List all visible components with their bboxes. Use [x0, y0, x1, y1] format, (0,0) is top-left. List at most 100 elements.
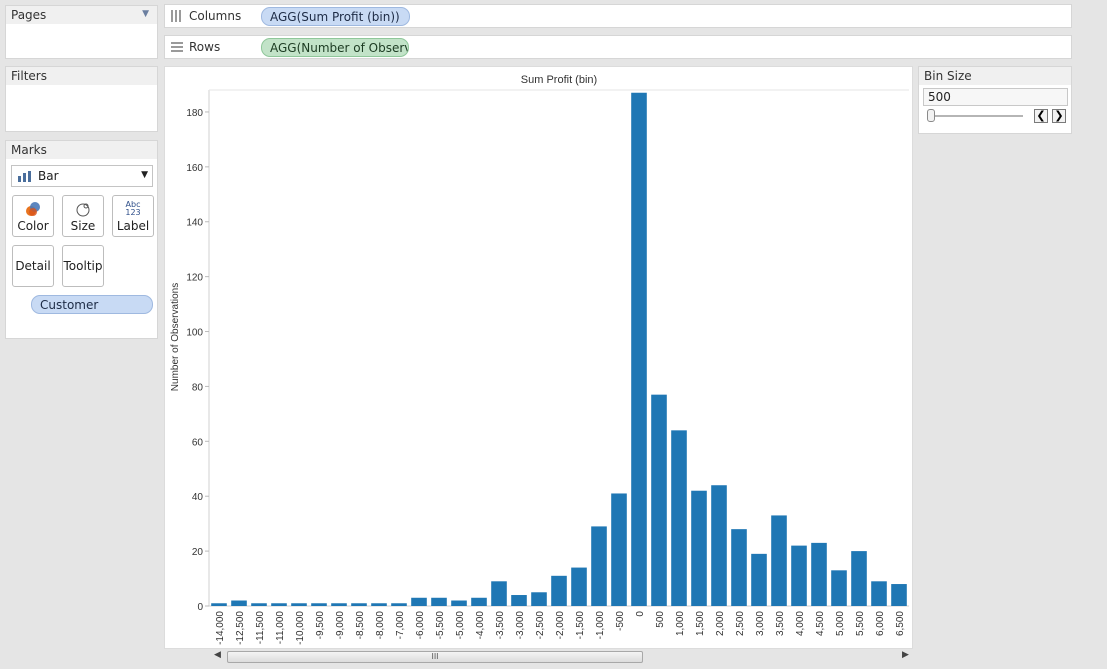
bar[interactable]: [731, 529, 747, 606]
bar[interactable]: [291, 603, 307, 606]
y-tick-label: 180: [186, 108, 203, 119]
bar[interactable]: [471, 597, 487, 606]
bar[interactable]: [271, 603, 287, 606]
label-button[interactable]: Abc 123 Label: [112, 195, 154, 237]
bar[interactable]: [451, 600, 467, 606]
bar[interactable]: [591, 526, 607, 606]
columns-shelf[interactable]: Columns AGG(Sum Profit (bin)): [164, 4, 1072, 28]
y-tick-label: 0: [197, 602, 203, 613]
bin-size-slider-thumb[interactable]: [927, 109, 935, 122]
bar[interactable]: [631, 92, 647, 606]
x-tick-label: -7,000: [395, 611, 406, 640]
bar[interactable]: [691, 490, 707, 606]
bar[interactable]: [431, 597, 447, 606]
label-label: Label: [116, 219, 150, 233]
columns-icon: [171, 10, 181, 22]
histogram-chart: Sum Profit (bin) Number of Observations …: [170, 74, 909, 645]
viz-area[interactable]: Sum Profit (bin) Number of Observations …: [164, 66, 913, 649]
bar[interactable]: [671, 430, 687, 606]
scrollbar-thumb[interactable]: III: [227, 651, 643, 663]
bin-size-input[interactable]: 500: [923, 88, 1068, 106]
horizontal-scrollbar[interactable]: ◀ III ▶: [210, 650, 910, 664]
bar[interactable]: [851, 551, 867, 606]
bar[interactable]: [351, 603, 367, 606]
bin-size-title: Bin Size: [924, 69, 972, 83]
bar[interactable]: [831, 570, 847, 606]
x-tick-label: 1,000: [675, 611, 686, 636]
bar[interactable]: [391, 603, 407, 606]
rows-icon: [171, 42, 183, 52]
pages-card: Pages ▼: [5, 5, 158, 59]
bar[interactable]: [531, 592, 547, 606]
color-icon: [25, 200, 41, 218]
customer-detail-pill[interactable]: Customer: [31, 295, 153, 314]
bar[interactable]: [711, 485, 727, 606]
scroll-left-icon[interactable]: ◀: [214, 650, 221, 660]
rows-pill[interactable]: AGG(Number of Observa..: [261, 38, 409, 57]
bar[interactable]: [211, 603, 227, 606]
bin-size-slider-track[interactable]: [931, 115, 1023, 117]
bar[interactable]: [571, 567, 587, 606]
bar[interactable]: [231, 600, 247, 606]
dropdown-arrow-icon: ▼: [141, 170, 148, 180]
y-ticks: 0 20 40 60 80 100 120 140 160 180: [186, 108, 209, 613]
y-tick-label: 40: [192, 492, 204, 503]
bar[interactable]: [771, 515, 787, 606]
x-tick-label: 5,000: [835, 611, 846, 636]
bar[interactable]: [651, 394, 667, 606]
y-axis-label: Number of Observations: [170, 283, 181, 391]
filters-card[interactable]: Filters: [5, 66, 158, 132]
bar[interactable]: [411, 597, 427, 606]
x-tick-label: 5,500: [855, 611, 866, 636]
columns-pill[interactable]: AGG(Sum Profit (bin)): [261, 7, 410, 26]
x-tick-label: 2,500: [735, 611, 746, 636]
bar[interactable]: [251, 603, 267, 606]
pages-title: Pages: [11, 8, 47, 22]
pages-header: Pages ▼: [6, 6, 157, 24]
bar[interactable]: [371, 603, 387, 606]
bar-chart-icon: [18, 170, 31, 182]
x-tick-label: -11,000: [275, 611, 286, 645]
x-tick-label: 6,500: [895, 611, 906, 636]
x-tick-label: 500: [655, 611, 666, 628]
x-tick-label: 1,500: [695, 611, 706, 636]
scroll-right-icon[interactable]: ▶: [902, 650, 909, 660]
x-tick-label: 0: [635, 611, 646, 617]
bar[interactable]: [751, 553, 767, 606]
bar[interactable]: [331, 603, 347, 606]
y-tick-label: 140: [186, 218, 203, 229]
filters-title: Filters: [11, 69, 47, 83]
increment-button[interactable]: ❯: [1052, 109, 1066, 123]
tooltip-label: Tooltip: [63, 259, 103, 273]
x-tick-label: -12,500: [235, 611, 246, 645]
x-tick-label: -500: [615, 611, 626, 631]
chevron-down-icon[interactable]: ▼: [142, 9, 149, 19]
decrement-button[interactable]: ❮: [1034, 109, 1048, 123]
y-tick-label: 120: [186, 273, 203, 284]
marks-title: Marks: [11, 143, 47, 157]
x-tick-label: -14,000: [215, 611, 226, 645]
color-button[interactable]: Color: [12, 195, 54, 237]
bar[interactable]: [611, 493, 627, 606]
bar[interactable]: [311, 603, 327, 606]
x-tick-label: 3,500: [775, 611, 786, 636]
x-tick-label: -1,500: [575, 611, 586, 640]
x-ticks: -14,000 -12,500 -11,500 -11,000 -10,000 -9,50…: [215, 611, 906, 645]
bar[interactable]: [791, 545, 807, 606]
bar[interactable]: [811, 542, 827, 606]
tooltip-button[interactable]: Tooltip: [62, 245, 104, 287]
bar[interactable]: [511, 595, 527, 606]
mark-type-dropdown[interactable]: Bar ▼: [11, 165, 153, 187]
bar[interactable]: [551, 575, 567, 606]
x-tick-label: -3,000: [515, 611, 526, 640]
chevron-left-icon: ❮: [1036, 109, 1046, 122]
rows-shelf[interactable]: Rows AGG(Number of Observa..: [164, 35, 1072, 59]
x-tick-label: -2,500: [535, 611, 546, 640]
columns-shelf-label: Columns: [171, 9, 241, 23]
bar[interactable]: [891, 584, 907, 606]
size-button[interactable]: Size: [62, 195, 104, 237]
detail-button[interactable]: Detail: [12, 245, 54, 287]
bar[interactable]: [491, 581, 507, 606]
bar[interactable]: [871, 581, 887, 606]
x-tick-label: -4,000: [475, 611, 486, 640]
